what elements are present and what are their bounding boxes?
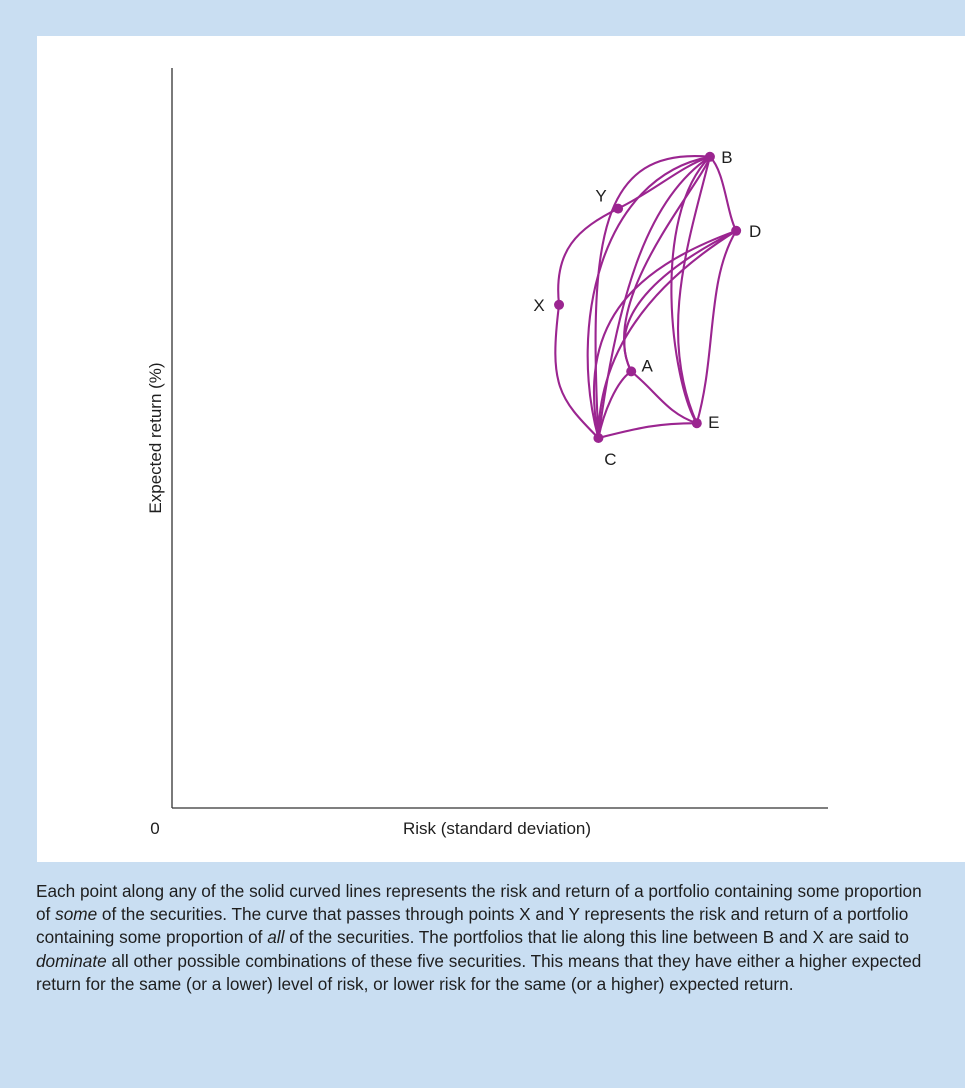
portfolio-curve-c-b bbox=[586, 155, 711, 439]
point-label-b: B bbox=[721, 148, 732, 167]
portfolio-curve-c-d bbox=[597, 229, 737, 439]
caption-em-1: some bbox=[55, 904, 98, 925]
caption-em-3: dominate bbox=[36, 950, 107, 971]
portfolio-curve-b-d bbox=[709, 156, 738, 232]
point-label-x: X bbox=[533, 296, 544, 315]
portfolio-curve-c-x bbox=[554, 304, 600, 439]
x-axis-label: Risk (standard deviation) bbox=[403, 819, 591, 838]
caption-part-1: Each point along any of the solid curved… bbox=[36, 881, 922, 925]
caption-part-4: all other possible combinations of these… bbox=[36, 950, 922, 994]
caption-part-3: of the securities. The portfolios that l… bbox=[284, 927, 909, 948]
portfolio-curve-c-e bbox=[598, 422, 697, 440]
point-a bbox=[626, 366, 637, 377]
portfolio-curve-c-a bbox=[597, 370, 632, 439]
point-label-d: D bbox=[749, 222, 761, 241]
curves-layer bbox=[554, 155, 738, 440]
point-label-e: E bbox=[708, 413, 719, 432]
caption-part-2: of the securities. The curve that passes… bbox=[36, 904, 909, 948]
point-c bbox=[593, 433, 604, 443]
y-axis-label: Expected return (%) bbox=[146, 362, 165, 513]
origin-label: 0 bbox=[150, 819, 159, 838]
point-label-c: C bbox=[604, 450, 616, 469]
caption-em-2: all bbox=[267, 927, 285, 948]
figure-caption: Each point along any of the solid curved… bbox=[36, 880, 936, 996]
chart-area: 0 Risk (standard deviation) Expected ret… bbox=[37, 36, 965, 862]
portfolio-curve-a-e bbox=[630, 370, 698, 425]
point-b bbox=[704, 151, 715, 162]
caption-text: Each point along any of the solid curved… bbox=[36, 880, 936, 996]
portfolio-curve-e-b bbox=[670, 156, 711, 424]
point-label-a: A bbox=[642, 356, 654, 375]
points-layer: B Y D X A E C bbox=[533, 148, 761, 469]
point-d bbox=[731, 225, 742, 236]
point-e bbox=[691, 418, 702, 429]
efficient-frontier-chart: 0 Risk (standard deviation) Expected ret… bbox=[146, 68, 828, 838]
portfolio-curve-x-b bbox=[557, 155, 711, 305]
portfolio-curve-c-d bbox=[592, 229, 737, 439]
portfolio-curve-e-d bbox=[695, 230, 738, 424]
portfolio-curve-a-d bbox=[623, 229, 737, 372]
point-label-y: Y bbox=[595, 187, 606, 206]
point-x bbox=[554, 299, 565, 310]
portfolio-curve-e-b bbox=[676, 156, 711, 424]
point-y bbox=[613, 203, 624, 214]
